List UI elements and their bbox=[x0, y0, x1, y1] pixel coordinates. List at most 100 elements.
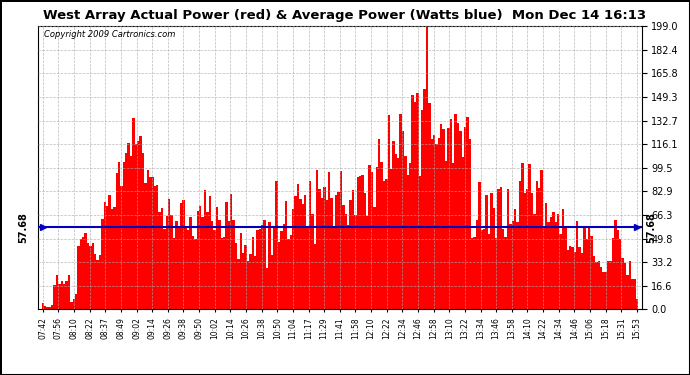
Bar bbox=[516, 222, 519, 309]
Bar bbox=[564, 226, 566, 309]
Bar bbox=[97, 260, 99, 309]
Bar bbox=[495, 238, 497, 309]
Bar bbox=[164, 229, 166, 309]
Bar bbox=[502, 229, 504, 309]
Bar bbox=[612, 238, 614, 309]
Bar bbox=[256, 230, 259, 309]
Bar bbox=[385, 179, 388, 309]
Bar bbox=[225, 202, 228, 309]
Text: Copyright 2009 Cartronics.com: Copyright 2009 Cartronics.com bbox=[44, 30, 175, 39]
Bar bbox=[175, 221, 177, 309]
Bar bbox=[635, 300, 638, 309]
Bar bbox=[242, 253, 244, 309]
Bar bbox=[128, 143, 130, 309]
Bar bbox=[569, 246, 571, 309]
Bar bbox=[106, 206, 108, 309]
Bar bbox=[440, 124, 442, 309]
Bar bbox=[404, 156, 406, 309]
Bar bbox=[419, 177, 421, 309]
Bar bbox=[249, 254, 252, 309]
Bar bbox=[137, 141, 139, 309]
Bar bbox=[49, 307, 51, 309]
Bar bbox=[208, 196, 211, 309]
Bar bbox=[521, 163, 524, 309]
Bar bbox=[292, 209, 295, 309]
Bar bbox=[478, 182, 481, 309]
Bar bbox=[466, 117, 469, 309]
Bar bbox=[488, 234, 490, 309]
Bar bbox=[533, 214, 535, 309]
Bar bbox=[141, 153, 144, 309]
Bar bbox=[566, 250, 569, 309]
Bar bbox=[586, 239, 588, 309]
Bar bbox=[633, 279, 635, 309]
Bar bbox=[593, 256, 595, 309]
Bar bbox=[560, 234, 562, 309]
Bar bbox=[591, 236, 593, 309]
Bar bbox=[462, 157, 464, 309]
Bar bbox=[485, 195, 488, 309]
Bar bbox=[614, 220, 617, 309]
Bar bbox=[318, 189, 321, 309]
Bar bbox=[447, 128, 450, 309]
Bar bbox=[309, 182, 311, 309]
Bar bbox=[426, 26, 428, 309]
Bar bbox=[364, 194, 366, 309]
Bar bbox=[471, 238, 473, 309]
Bar bbox=[507, 189, 509, 309]
Bar bbox=[149, 177, 151, 309]
Bar bbox=[273, 227, 275, 309]
Bar bbox=[290, 235, 292, 309]
Bar bbox=[531, 193, 533, 309]
Bar bbox=[352, 190, 354, 309]
Bar bbox=[108, 195, 110, 309]
Bar bbox=[41, 303, 44, 309]
Bar bbox=[357, 177, 359, 309]
Bar bbox=[297, 184, 299, 309]
Bar bbox=[104, 202, 106, 309]
Bar bbox=[617, 230, 619, 309]
Bar bbox=[540, 171, 542, 309]
Bar bbox=[166, 216, 168, 309]
Bar bbox=[459, 131, 462, 309]
Bar bbox=[552, 212, 555, 309]
Bar bbox=[375, 166, 378, 309]
Bar bbox=[56, 275, 58, 309]
Bar bbox=[509, 224, 512, 309]
Bar bbox=[464, 127, 466, 309]
Bar bbox=[304, 195, 306, 309]
Bar bbox=[409, 163, 411, 309]
Bar bbox=[388, 115, 390, 309]
Bar bbox=[130, 156, 132, 309]
Bar bbox=[125, 153, 128, 309]
Bar bbox=[373, 207, 375, 309]
Bar bbox=[177, 226, 180, 309]
Bar bbox=[172, 238, 175, 309]
Bar bbox=[233, 220, 235, 309]
Bar bbox=[383, 181, 385, 309]
Bar bbox=[139, 136, 141, 309]
Bar bbox=[144, 183, 146, 309]
Bar bbox=[132, 118, 135, 309]
Bar bbox=[504, 237, 507, 309]
Bar bbox=[328, 172, 331, 309]
Bar bbox=[206, 212, 208, 309]
Bar bbox=[228, 221, 230, 309]
Bar bbox=[110, 210, 113, 309]
Bar bbox=[259, 230, 261, 309]
Bar bbox=[512, 222, 514, 309]
Bar bbox=[311, 214, 313, 309]
Bar bbox=[89, 246, 92, 309]
Bar bbox=[366, 216, 368, 309]
Bar bbox=[252, 237, 254, 309]
Bar bbox=[493, 208, 495, 309]
Bar bbox=[87, 243, 89, 309]
Bar bbox=[154, 186, 156, 309]
Bar bbox=[168, 199, 170, 309]
Bar bbox=[170, 215, 172, 309]
Bar bbox=[339, 171, 342, 309]
Bar bbox=[526, 189, 529, 309]
Bar bbox=[282, 224, 285, 309]
Bar bbox=[221, 238, 223, 309]
Bar bbox=[197, 211, 199, 309]
